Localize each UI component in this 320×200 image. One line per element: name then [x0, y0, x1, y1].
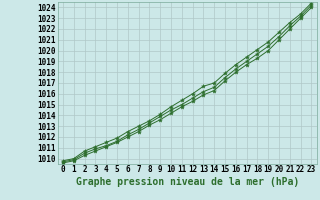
X-axis label: Graphe pression niveau de la mer (hPa): Graphe pression niveau de la mer (hPa)	[76, 177, 299, 187]
